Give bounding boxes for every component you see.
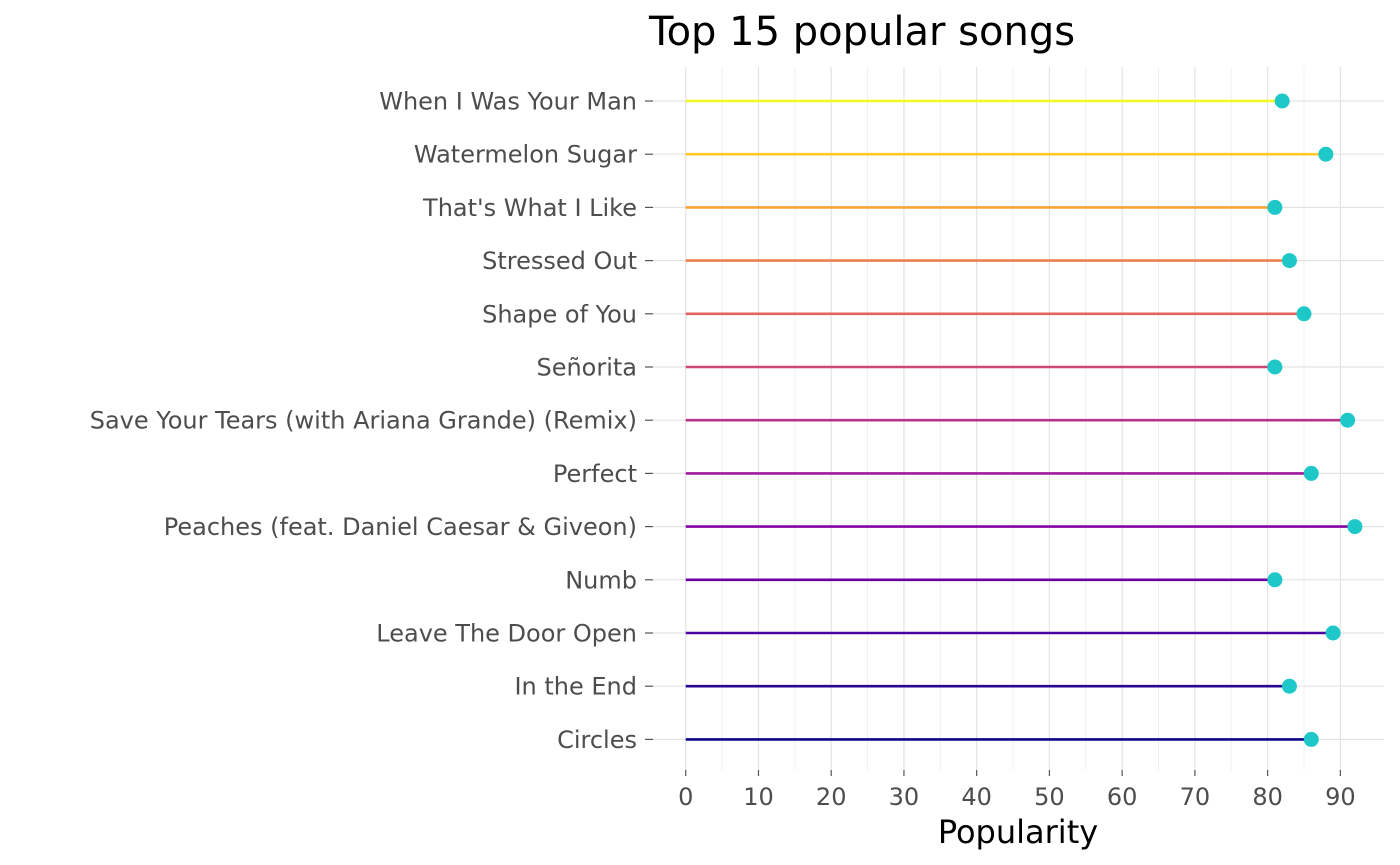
y-tick-label: Leave The Door Open [376, 620, 637, 648]
lollipop-point [1267, 199, 1283, 215]
data-marks [685, 93, 1363, 747]
y-tick-label: In the End [514, 673, 637, 701]
lollipop-point [1281, 678, 1297, 694]
gridlines [653, 67, 1384, 770]
chart-title: Top 15 popular songs [648, 9, 1075, 55]
x-tick-label: 10 [743, 783, 774, 811]
lollipop-point [1274, 93, 1290, 109]
x-tick-label: 80 [1252, 783, 1283, 811]
lollipop-point [1267, 572, 1283, 588]
lollipop-point [1281, 253, 1297, 269]
lollipop-point [1347, 519, 1363, 535]
y-tick-label: That's What I Like [422, 194, 637, 222]
x-tick-label: 50 [1034, 783, 1065, 811]
x-tick-label: 90 [1325, 783, 1356, 811]
y-tick-label: Shape of You [482, 300, 637, 328]
lollipop-point [1303, 465, 1319, 481]
x-tick-label: 60 [1107, 783, 1138, 811]
y-tick-label: Circles [557, 726, 637, 754]
x-tick-label: 0 [678, 783, 693, 811]
y-tick-label: When I Was Your Man [379, 88, 637, 116]
y-tick-label: Numb [565, 566, 637, 594]
lollipop-point [1303, 731, 1319, 747]
x-tick-label: 30 [889, 783, 920, 811]
lollipop-point [1318, 146, 1334, 162]
lollipop-point [1340, 412, 1356, 428]
lollipop-point [1267, 359, 1283, 375]
lollipop-point [1296, 306, 1312, 322]
x-tick-label: 70 [1180, 783, 1211, 811]
y-tick-label: Peaches (feat. Daniel Caesar & Giveon) [164, 513, 637, 541]
y-tick-label: Save Your Tears (with Ariana Grande) (Re… [90, 407, 637, 435]
x-tick-label: 40 [961, 783, 992, 811]
x-tick-label: 20 [816, 783, 847, 811]
y-tick-label: Señorita [536, 354, 637, 382]
y-tick-label: Stressed Out [482, 247, 637, 275]
y-tick-label: Watermelon Sugar [414, 141, 637, 169]
x-axis: 0 10 20 30 40 50 60 70 80 90 [678, 770, 1356, 811]
y-axis: When I Was Your Man Watermelon Sugar That'… [90, 88, 653, 754]
y-tick-label: Perfect [553, 460, 637, 488]
lollipop-point [1325, 625, 1341, 641]
x-axis-title: Popularity [938, 813, 1098, 851]
